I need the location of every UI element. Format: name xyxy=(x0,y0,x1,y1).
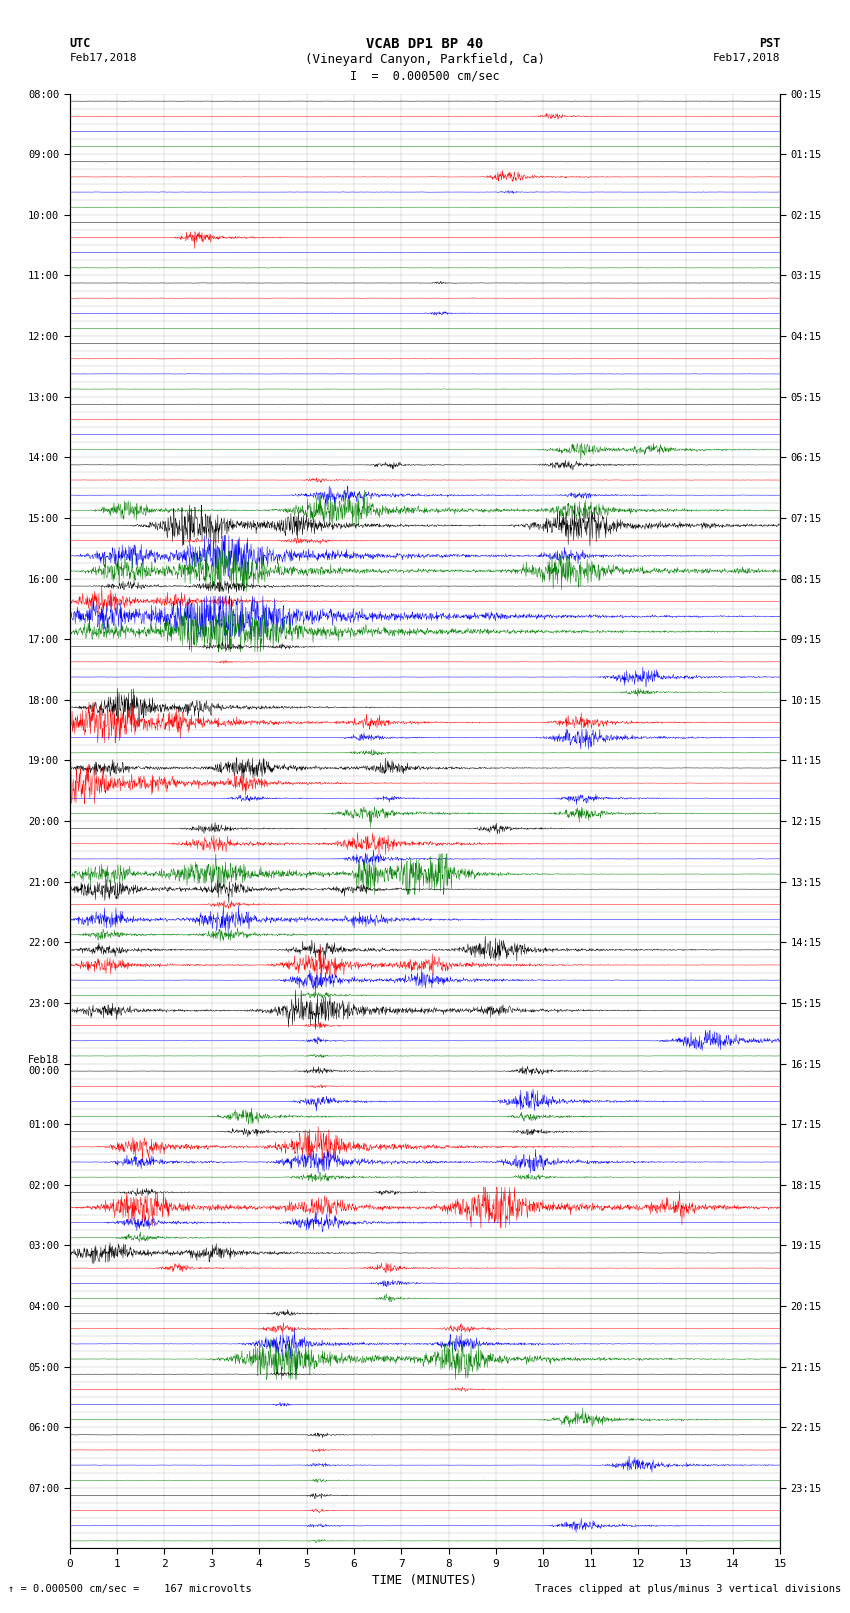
Text: ↑ = 0.000500 cm/sec =    167 microvolts: ↑ = 0.000500 cm/sec = 167 microvolts xyxy=(8,1584,252,1594)
Text: (Vineyard Canyon, Parkfield, Ca): (Vineyard Canyon, Parkfield, Ca) xyxy=(305,53,545,66)
Text: I  =  0.000500 cm/sec: I = 0.000500 cm/sec xyxy=(350,69,500,82)
Text: Traces clipped at plus/minus 3 vertical divisions: Traces clipped at plus/minus 3 vertical … xyxy=(536,1584,842,1594)
Text: PST: PST xyxy=(759,37,780,50)
Text: Feb17,2018: Feb17,2018 xyxy=(70,53,137,63)
Text: Feb17,2018: Feb17,2018 xyxy=(713,53,780,63)
Text: UTC: UTC xyxy=(70,37,91,50)
Text: VCAB DP1 BP 40: VCAB DP1 BP 40 xyxy=(366,37,484,52)
X-axis label: TIME (MINUTES): TIME (MINUTES) xyxy=(372,1574,478,1587)
